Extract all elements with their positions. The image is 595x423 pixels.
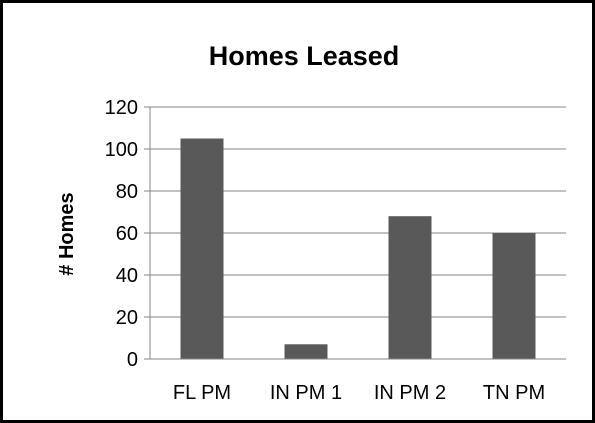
y-tick-labels: 0 20 40 60 80 100 120 — [105, 97, 138, 371]
bar-in-pm-2 — [388, 216, 432, 359]
bar-in-pm-1 — [284, 344, 328, 359]
bar-tn-pm — [492, 233, 536, 359]
chart-title: Homes Leased — [209, 41, 400, 71]
y-tick-label: 120 — [105, 97, 138, 119]
y-tick-label: 60 — [116, 223, 138, 245]
y-tick-label: 100 — [105, 139, 138, 161]
y-axis-label: # Homes — [56, 192, 78, 275]
x-tick-label: TN PM — [483, 382, 545, 404]
bars — [180, 138, 536, 359]
y-tick-label: 20 — [116, 307, 138, 329]
x-tick-label: IN PM 1 — [270, 382, 342, 404]
x-tick-label: FL PM — [173, 382, 231, 404]
bar-fl-pm — [180, 138, 224, 359]
x-tick-label: IN PM 2 — [374, 382, 446, 404]
y-tick-label: 80 — [116, 181, 138, 203]
y-tick-label: 0 — [127, 349, 138, 371]
x-tick-labels: FL PM IN PM 1 IN PM 2 TN PM — [173, 382, 545, 404]
y-tick-label: 40 — [116, 265, 138, 287]
axes — [149, 107, 566, 360]
